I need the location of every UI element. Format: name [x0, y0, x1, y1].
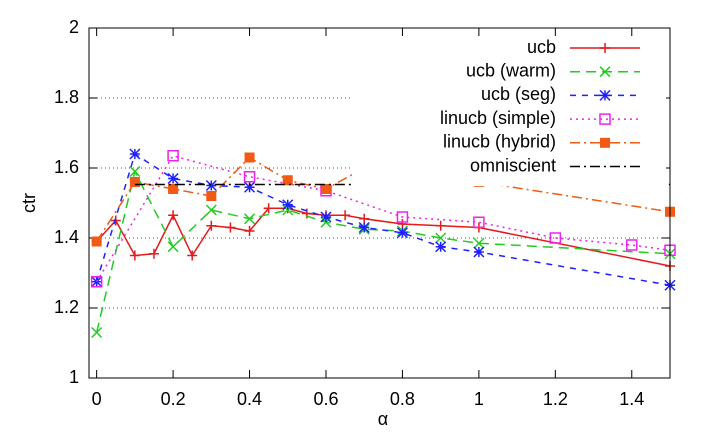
marker	[129, 148, 141, 160]
marker	[225, 222, 236, 233]
marker	[244, 213, 256, 225]
marker	[626, 239, 638, 251]
legend-label: linucb (hybrid)	[443, 132, 556, 152]
marker	[473, 237, 485, 249]
marker	[168, 184, 179, 194]
legend-marker	[600, 137, 610, 148]
plot-frame	[88, 27, 671, 379]
legend-marker	[600, 43, 610, 53]
marker	[129, 250, 140, 261]
marker	[263, 203, 274, 214]
x-tick-label: 0	[92, 389, 102, 409]
legend-box	[352, 36, 666, 187]
legend-label: ucb	[527, 37, 556, 57]
marker	[129, 177, 140, 187]
marker	[110, 215, 121, 226]
x-tick-label: 0.8	[390, 389, 415, 409]
marker	[397, 219, 408, 229]
marker	[473, 216, 485, 228]
y-tick-label: 1	[69, 367, 79, 387]
x-tick-label: 0.6	[313, 389, 338, 409]
legend-marker	[599, 113, 611, 125]
x-axis-label: α	[378, 409, 388, 429]
legend-label: ucb (seg)	[481, 84, 556, 104]
marker	[187, 250, 198, 261]
marker	[167, 241, 179, 253]
legend-label: linucb (simple)	[440, 108, 556, 128]
series-line	[96, 156, 671, 242]
y-axis-label: ctr	[19, 193, 39, 213]
legend-label: omniscient	[470, 155, 556, 175]
marker	[320, 216, 332, 228]
marker	[473, 246, 485, 258]
marker	[396, 227, 408, 239]
legend-marker	[599, 89, 611, 101]
marker	[435, 232, 447, 244]
marker	[148, 248, 159, 259]
x-tick-label: 1.4	[619, 389, 644, 409]
marker	[205, 204, 217, 216]
marker	[435, 220, 446, 231]
marker	[435, 241, 447, 253]
marker	[129, 165, 141, 178]
marker	[167, 150, 179, 162]
marker	[244, 226, 255, 236]
marker	[91, 326, 103, 339]
legend-marker	[599, 66, 611, 78]
y-tick-label: 1.8	[54, 87, 79, 107]
marker	[167, 172, 179, 185]
marker	[359, 213, 370, 224]
marker	[90, 276, 103, 288]
marker	[358, 221, 370, 234]
marker	[282, 175, 293, 186]
marker	[243, 171, 256, 183]
legend-label: ucb (warm)	[466, 60, 556, 80]
series-line	[96, 154, 671, 283]
y-tick-label: 2	[69, 17, 79, 37]
series-line	[95, 152, 671, 286]
marker	[320, 211, 332, 223]
series-line	[95, 169, 671, 333]
y-tick-label: 1.6	[54, 157, 79, 177]
y-tick-label: 1.2	[54, 297, 79, 317]
y-tick-label: 1.4	[54, 227, 79, 247]
marker	[549, 232, 562, 244]
x-tick-label: 0.2	[161, 389, 186, 409]
marker	[282, 199, 294, 211]
marker	[340, 210, 351, 221]
legend: ucb ucb (warm) ucb (seg) linucb (simple) lin…	[352, 36, 666, 187]
marker	[168, 210, 179, 221]
x-tick-label: 1.2	[543, 389, 568, 409]
marker	[320, 184, 331, 194]
marker	[396, 211, 409, 223]
x-tick-label: 1	[474, 389, 484, 409]
marker	[244, 152, 255, 163]
marker	[91, 236, 102, 247]
marker	[244, 181, 256, 193]
marker	[206, 220, 217, 231]
marker	[206, 191, 217, 201]
marker	[282, 204, 294, 216]
marker	[205, 179, 217, 192]
x-tick-label: 0.4	[237, 389, 262, 409]
